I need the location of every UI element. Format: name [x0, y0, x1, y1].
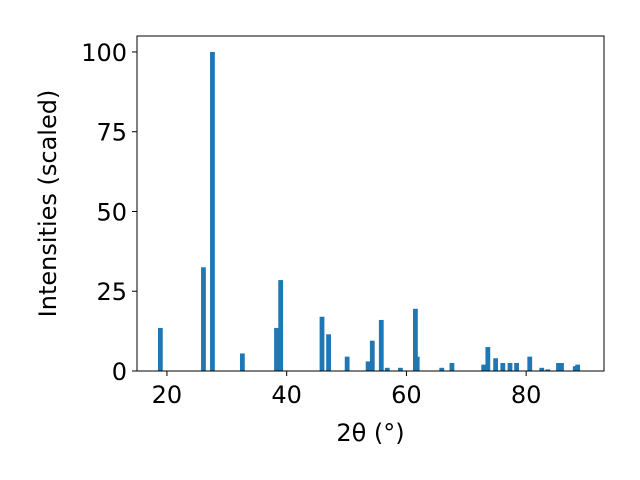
- y-axis-ticks: 0 25 50 75 100: [81, 39, 137, 386]
- bar: [239, 353, 245, 371]
- bar: [319, 316, 325, 371]
- bar: [157, 327, 163, 371]
- x-axis-label: 2θ (°): [336, 419, 404, 447]
- bar: [527, 356, 533, 371]
- bar: [439, 367, 445, 371]
- bar: [500, 363, 506, 371]
- bar: [201, 267, 206, 371]
- bar: [449, 363, 455, 371]
- y-axis-label: Intensities (scaled): [34, 90, 62, 318]
- bar: [365, 361, 371, 371]
- plot-frame: [136, 35, 605, 372]
- x-axis-ticks: 20 40 60 80: [152, 371, 542, 409]
- y-tick-label: 0: [112, 358, 127, 386]
- bar: [344, 356, 350, 371]
- bar: [413, 308, 418, 371]
- bar: [274, 327, 279, 371]
- bar: [384, 367, 390, 371]
- bar: [378, 319, 384, 371]
- y-tick-label: 25: [96, 278, 127, 306]
- y-tick-label: 50: [96, 198, 127, 226]
- x-tick-label: 80: [511, 381, 542, 409]
- bar: [556, 363, 561, 371]
- x-tick-label: 40: [271, 381, 302, 409]
- bar: [507, 363, 513, 371]
- bar: [481, 364, 487, 371]
- bar: [559, 363, 564, 371]
- bar: [514, 363, 519, 371]
- bar: [575, 364, 581, 371]
- bar: [278, 280, 284, 371]
- bar: [369, 340, 375, 371]
- bar: [493, 358, 499, 371]
- bar: [485, 347, 491, 371]
- bar: [414, 356, 420, 371]
- bar: [210, 51, 215, 371]
- bar: [398, 367, 403, 371]
- y-tick-label: 100: [81, 39, 127, 67]
- x-tick-label: 20: [152, 381, 183, 409]
- bar: [326, 334, 331, 371]
- y-tick-label: 75: [96, 119, 127, 147]
- bar: [545, 369, 551, 371]
- bars-group: [157, 51, 581, 371]
- x-tick-label: 60: [391, 381, 422, 409]
- bar: [539, 367, 545, 371]
